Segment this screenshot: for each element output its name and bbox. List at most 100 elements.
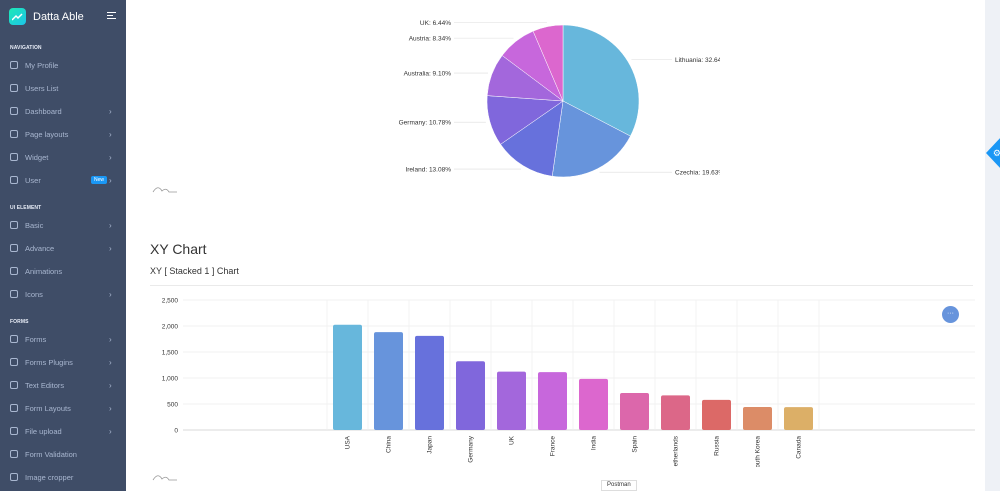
amcharts-logo-icon: [152, 184, 178, 194]
sidebar-item-label: Users List: [25, 83, 59, 93]
pie-label: Germany: 10.78%: [399, 120, 452, 127]
pie-slice-ireland[interactable]: [500, 100, 564, 177]
more-options-button[interactable]: ···: [942, 306, 959, 323]
bar-uk[interactable]: [497, 371, 526, 430]
sidebar-item-label: Forms Plugins: [25, 357, 73, 367]
sidebar-item-file-upload[interactable]: File upload ›: [0, 421, 126, 441]
chevron-right-icon: ›: [109, 380, 112, 390]
sidebar-item-label: My Profile: [25, 60, 59, 70]
sidebar-item-my-profile[interactable]: My Profile: [0, 55, 126, 75]
sidebar-item-label: Image cropper: [25, 472, 74, 482]
sidebar-item-label: Text Editors: [25, 380, 65, 390]
x-tick-label: South Korea: [755, 436, 762, 467]
sidebar-item-label: Animations: [25, 266, 63, 276]
new-badge: New: [91, 176, 108, 184]
bar-germany[interactable]: [456, 361, 485, 430]
y-tick-label: 2,500: [162, 298, 179, 305]
brand[interactable]: Datta Able: [9, 8, 84, 25]
tooltip: Postman: [601, 480, 637, 491]
nav-caption: UI ELEMENT: [10, 205, 42, 211]
users-icon: [10, 176, 18, 184]
chevron-right-icon: ›: [109, 357, 112, 367]
sidebar-item-forms-plugins[interactable]: Forms Plugins ›: [0, 352, 126, 372]
sidebar-item-icons[interactable]: Icons ›: [0, 284, 126, 304]
card-title: XY [ Stacked 1 ] Chart: [150, 266, 239, 276]
bar-south-korea[interactable]: [743, 406, 772, 430]
sidebar-item-label: Widget: [25, 152, 49, 162]
x-tick-label: India: [591, 436, 598, 450]
x-tick-label: USA: [345, 435, 352, 449]
x-tick-label: France: [550, 436, 557, 457]
nav-caption: NAVIGATION: [10, 45, 42, 51]
sidebar-item-widget[interactable]: Widget ›: [0, 147, 126, 167]
sidebar-item-label: Form Layouts: [25, 403, 71, 413]
sidebar-item-animations[interactable]: Animations: [0, 261, 126, 281]
sidebar-item-form-layouts[interactable]: Form Layouts ›: [0, 398, 126, 418]
home-icon: [10, 107, 18, 115]
file-text-icon: [10, 335, 18, 343]
bar-netherlands[interactable]: [661, 395, 690, 430]
sidebar-item-user[interactable]: User New ›: [0, 170, 126, 190]
bar-canada[interactable]: [784, 407, 813, 430]
chevron-right-icon: ›: [109, 243, 112, 253]
sidebar-item-text-editors[interactable]: Text Editors ›: [0, 375, 126, 395]
chevron-right-icon: ›: [109, 220, 112, 230]
aperture-icon: [10, 267, 18, 275]
x-tick-label: Russia: [714, 436, 721, 456]
grid-icon: [10, 450, 18, 458]
pie-slice-uk[interactable]: [532, 24, 564, 102]
sidebar-item-label: User: [25, 175, 41, 185]
bar-japan[interactable]: [415, 335, 444, 430]
y-tick-label: 1,000: [162, 376, 179, 383]
right-gutter: [985, 0, 1000, 491]
menu-toggle-icon[interactable]: [107, 12, 116, 19]
sidebar: Datta Able NAVIGATION My Profile Users Lis…: [0, 0, 126, 491]
sidebar-item-form-validation[interactable]: Form Validation: [0, 444, 126, 464]
sidebar-item-label: Page layouts: [25, 129, 69, 139]
sidebar-item-image-cropper[interactable]: Image cropper: [0, 467, 126, 487]
x-tick-label: Spain: [632, 436, 639, 453]
sidebar-item-page-layouts[interactable]: Page layouts ›: [0, 124, 126, 144]
bar-china[interactable]: [374, 332, 403, 430]
sidebar-item-basic[interactable]: Basic ›: [0, 215, 126, 235]
pie-slice-czechia[interactable]: [551, 100, 631, 178]
chevron-right-icon: ›: [109, 129, 112, 139]
brand-name: Datta Able: [33, 10, 84, 23]
bar-france[interactable]: [538, 372, 567, 430]
x-tick-label: UK: [509, 435, 516, 445]
bar-russia[interactable]: [702, 399, 731, 430]
sidebar-item-forms[interactable]: Forms ›: [0, 329, 126, 349]
bar-chart: 0 500 1,000 1,500 2,000 2,500 USA China Japan Ger…: [162, 298, 975, 467]
box-icon: [10, 221, 18, 229]
users-icon: [10, 84, 18, 92]
sidebar-item-dashboard[interactable]: Dashboard ›: [0, 101, 126, 121]
pie-label: Australia: 9.10%: [404, 71, 452, 78]
x-tick-label: Germany: [468, 435, 475, 462]
x-tick-label: Canada: [796, 436, 803, 459]
pie-chart: Lithuania: 32.64% Czechia: 19.63% Ireland:…: [399, 20, 720, 178]
feather-icon: [10, 290, 18, 298]
bar-india[interactable]: [579, 378, 608, 430]
sidebar-item-label: Advance: [25, 243, 55, 253]
file-text-icon: [10, 427, 18, 435]
section-title: XY Chart: [150, 241, 207, 257]
sidebar-item-label: Dashboard: [25, 106, 62, 116]
layout-icon: [10, 130, 18, 138]
sidebar-item-advance[interactable]: Advance ›: [0, 238, 126, 258]
pie-label: Ireland: 13.08%: [405, 167, 451, 174]
pie-label: Czechia: 19.63%: [675, 170, 720, 177]
x-tick-label: Netherlands: [673, 435, 680, 467]
pie-label: Lithuania: 32.64%: [675, 57, 720, 64]
amcharts-logo-icon: [152, 472, 178, 482]
pie-slice-lithuania[interactable]: [562, 24, 640, 137]
chevron-right-icon: ›: [109, 175, 112, 185]
x-tick-label: China: [386, 436, 393, 453]
y-tick-label: 1,500: [162, 350, 179, 357]
chevron-right-icon: ›: [109, 334, 112, 344]
sidebar-item-users-list[interactable]: Users List: [0, 78, 126, 98]
bar-usa[interactable]: [333, 324, 362, 430]
file-text-icon: [10, 404, 18, 412]
bar-spain[interactable]: [620, 393, 649, 430]
pie-label: UK: 6.44%: [420, 20, 451, 27]
chevron-right-icon: ›: [109, 106, 112, 116]
